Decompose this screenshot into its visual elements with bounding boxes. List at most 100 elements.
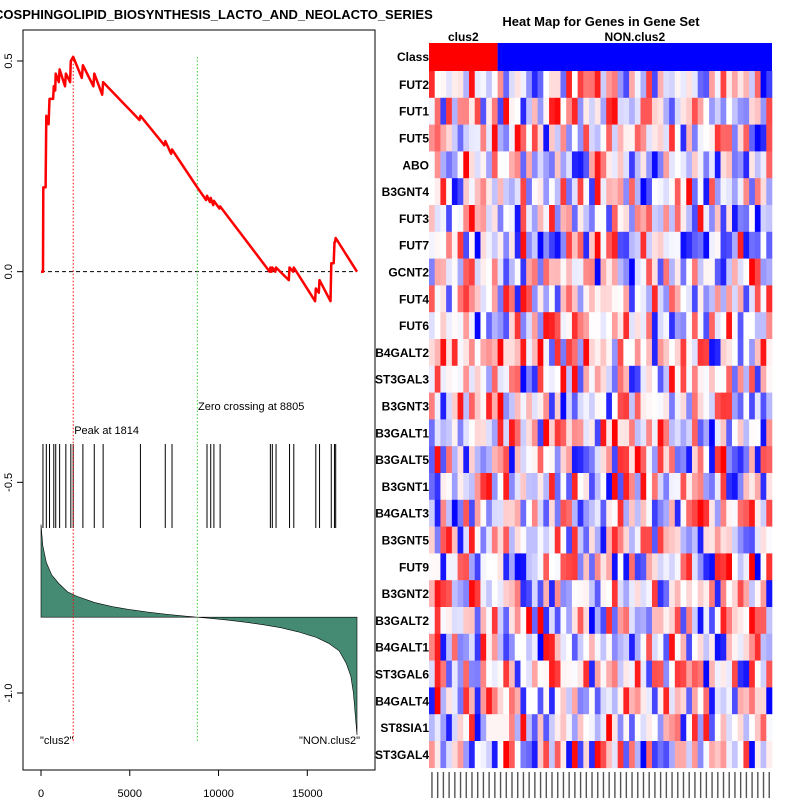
heatmap-cell bbox=[669, 580, 676, 608]
heatmap-cell bbox=[606, 205, 613, 233]
heatmap-cell bbox=[663, 526, 670, 554]
heatmap-cell bbox=[709, 312, 716, 340]
heatmap-cell bbox=[531, 553, 538, 581]
heatmap-cell bbox=[474, 687, 481, 715]
heatmap-cell bbox=[657, 71, 664, 99]
heatmap-cell bbox=[714, 178, 721, 206]
heatmap-cell bbox=[429, 633, 436, 661]
heatmap-cell bbox=[497, 365, 504, 393]
heatmap-cell bbox=[617, 660, 624, 688]
heatmap-cell bbox=[663, 633, 670, 661]
heatmap-cell bbox=[497, 526, 504, 554]
heatmap-cell bbox=[606, 499, 613, 527]
heatmap-cell bbox=[651, 124, 658, 152]
heatmap-cell bbox=[720, 258, 727, 286]
heatmap-cell bbox=[663, 607, 670, 635]
sample-label-mark bbox=[568, 772, 570, 798]
heatmap-cell bbox=[703, 660, 710, 688]
heatmap-cell bbox=[754, 741, 761, 769]
heatmap-cell bbox=[497, 178, 504, 206]
heatmap-cell bbox=[589, 419, 596, 447]
heatmap-cell bbox=[760, 124, 767, 152]
heatmap-cell bbox=[686, 660, 693, 688]
class-row-label: Class bbox=[397, 50, 429, 64]
sample-label-mark bbox=[739, 772, 742, 798]
heatmap-cell bbox=[451, 499, 458, 527]
heatmap-cell bbox=[669, 258, 676, 286]
heatmap-cell bbox=[651, 499, 658, 527]
heatmap-cell bbox=[429, 97, 436, 125]
heatmap-cell bbox=[691, 258, 698, 286]
heatmap-cell bbox=[589, 607, 596, 635]
sample-label-mark bbox=[602, 772, 605, 798]
heatmap-cell bbox=[480, 392, 487, 420]
heatmap-cell bbox=[560, 97, 567, 125]
heatmap-cell bbox=[571, 205, 578, 233]
heatmap-cell bbox=[726, 741, 733, 769]
heatmap-cell bbox=[531, 231, 538, 259]
heatmap-cell bbox=[617, 714, 624, 742]
heatmap-cell bbox=[577, 71, 584, 99]
heatmap-cell bbox=[749, 499, 756, 527]
heatmap-cell bbox=[583, 231, 590, 259]
heatmap-cell bbox=[520, 633, 527, 661]
heatmap-cell bbox=[474, 151, 481, 179]
heatmap-cell bbox=[657, 553, 664, 581]
heatmap-cell bbox=[531, 741, 538, 769]
heatmap-cell bbox=[634, 124, 641, 152]
heatmap-cell bbox=[606, 258, 613, 286]
heatmap-cell bbox=[434, 526, 441, 554]
heatmap-cell bbox=[709, 392, 716, 420]
heatmap-cell bbox=[709, 660, 716, 688]
heatmap-cell bbox=[554, 365, 561, 393]
heatmap-cell bbox=[480, 231, 487, 259]
heatmap-cell bbox=[709, 258, 716, 286]
heatmap-cell bbox=[549, 687, 556, 715]
heatmap-cell bbox=[577, 339, 584, 367]
heatmap-cell bbox=[514, 285, 521, 313]
heatmap-cell bbox=[549, 178, 556, 206]
heatmap-cell bbox=[697, 205, 704, 233]
sample-label-mark bbox=[699, 772, 702, 798]
heatmap-cell bbox=[686, 124, 693, 152]
heatmap-cell bbox=[737, 151, 744, 179]
heatmap-cell bbox=[594, 687, 601, 715]
heatmap-cell bbox=[720, 71, 727, 99]
heatmap-cell bbox=[549, 392, 556, 420]
heatmap-cell bbox=[714, 607, 721, 635]
heatmap-cell bbox=[560, 231, 567, 259]
heatmap-cell bbox=[469, 258, 476, 286]
heatmap-cell bbox=[640, 231, 647, 259]
heatmap-cell bbox=[509, 205, 516, 233]
heatmap-cell bbox=[537, 607, 544, 635]
heatmap-cell bbox=[571, 365, 578, 393]
heatmap-cell bbox=[640, 365, 647, 393]
heatmap-cell bbox=[457, 419, 464, 447]
heatmap-cell bbox=[457, 97, 464, 125]
sample-label-mark bbox=[505, 772, 507, 798]
heatmap-cell bbox=[531, 526, 538, 554]
heatmap-cell bbox=[440, 633, 447, 661]
sample-label-mark bbox=[768, 772, 770, 798]
heatmap-cell bbox=[669, 151, 676, 179]
heatmap-cell bbox=[754, 499, 761, 527]
heatmap-cell bbox=[594, 446, 601, 474]
heatmap-cell bbox=[560, 446, 567, 474]
heatmap-cell bbox=[731, 499, 738, 527]
heatmap-cell bbox=[594, 392, 601, 420]
heatmap-cell bbox=[714, 339, 721, 367]
heatmap-cell bbox=[434, 392, 441, 420]
heatmap-cell bbox=[554, 151, 561, 179]
heatmap-cell bbox=[429, 553, 436, 581]
heatmap-cell bbox=[663, 312, 670, 340]
heatmap-cell bbox=[640, 124, 647, 152]
heatmap-cell bbox=[560, 526, 567, 554]
heatmap-cell bbox=[446, 365, 453, 393]
heatmap-cell bbox=[703, 285, 710, 313]
heatmap-cell bbox=[474, 553, 481, 581]
heatmap-cell bbox=[537, 526, 544, 554]
heatmap-cell bbox=[571, 714, 578, 742]
heatmap-cell bbox=[617, 97, 624, 125]
heatmap-cell bbox=[680, 258, 687, 286]
heatmap-cell bbox=[503, 741, 510, 769]
